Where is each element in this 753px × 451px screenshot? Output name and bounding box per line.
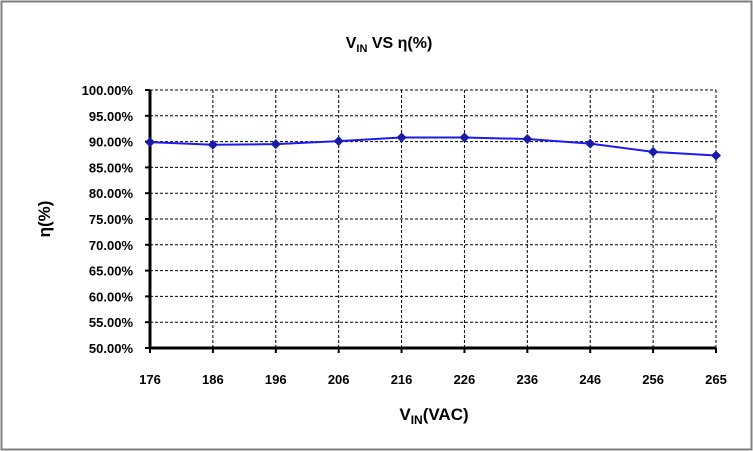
series-line xyxy=(149,136,717,157)
x-tick-label: 196 xyxy=(265,372,287,387)
y-tick-label: 95.00% xyxy=(89,109,134,124)
x-axis-label: VIN(VAC) xyxy=(399,405,468,427)
y-tick-label: 70.00% xyxy=(89,238,134,253)
data-point xyxy=(585,138,596,149)
x-tick-label: 216 xyxy=(391,372,413,387)
x-tick-label: 256 xyxy=(642,372,664,387)
data-point xyxy=(207,139,218,150)
axes xyxy=(145,89,717,353)
data-point xyxy=(459,132,470,143)
x-tick-label: 236 xyxy=(516,372,538,387)
y-axis-label: η(%) xyxy=(35,201,54,238)
y-tick-label: 50.00% xyxy=(89,341,134,356)
x-tick-label: 186 xyxy=(202,372,224,387)
chart-title: VIN VS η(%) xyxy=(346,35,433,55)
y-tick-label: 60.00% xyxy=(89,289,134,304)
gridlines xyxy=(150,89,717,348)
y-tick-label: 90.00% xyxy=(89,135,134,150)
y-tick-label: 100.00% xyxy=(82,83,134,98)
series xyxy=(145,132,721,161)
y-tick-label: 65.00% xyxy=(89,264,134,279)
y-tick-label: 85.00% xyxy=(89,160,134,175)
y-tick-label: 75.00% xyxy=(89,212,134,227)
x-tick-label: 176 xyxy=(139,372,161,387)
x-tick-label: 206 xyxy=(328,372,350,387)
x-tick-label: 226 xyxy=(454,372,476,387)
data-point xyxy=(522,134,533,145)
x-tick-label: 246 xyxy=(579,372,601,387)
y-tick-label: 80.00% xyxy=(89,186,134,201)
data-point xyxy=(648,146,659,157)
tick-labels: 50.00% 55.00% 60.00% 65.00% 70.00% 75.00% 80.0… xyxy=(82,83,727,387)
data-point xyxy=(270,139,281,150)
data-point xyxy=(333,136,344,147)
data-point xyxy=(711,150,721,161)
data-point xyxy=(396,132,407,143)
y-tick-label: 55.00% xyxy=(89,315,134,330)
x-tick-label: 265 xyxy=(705,372,727,387)
data-point xyxy=(145,137,155,148)
